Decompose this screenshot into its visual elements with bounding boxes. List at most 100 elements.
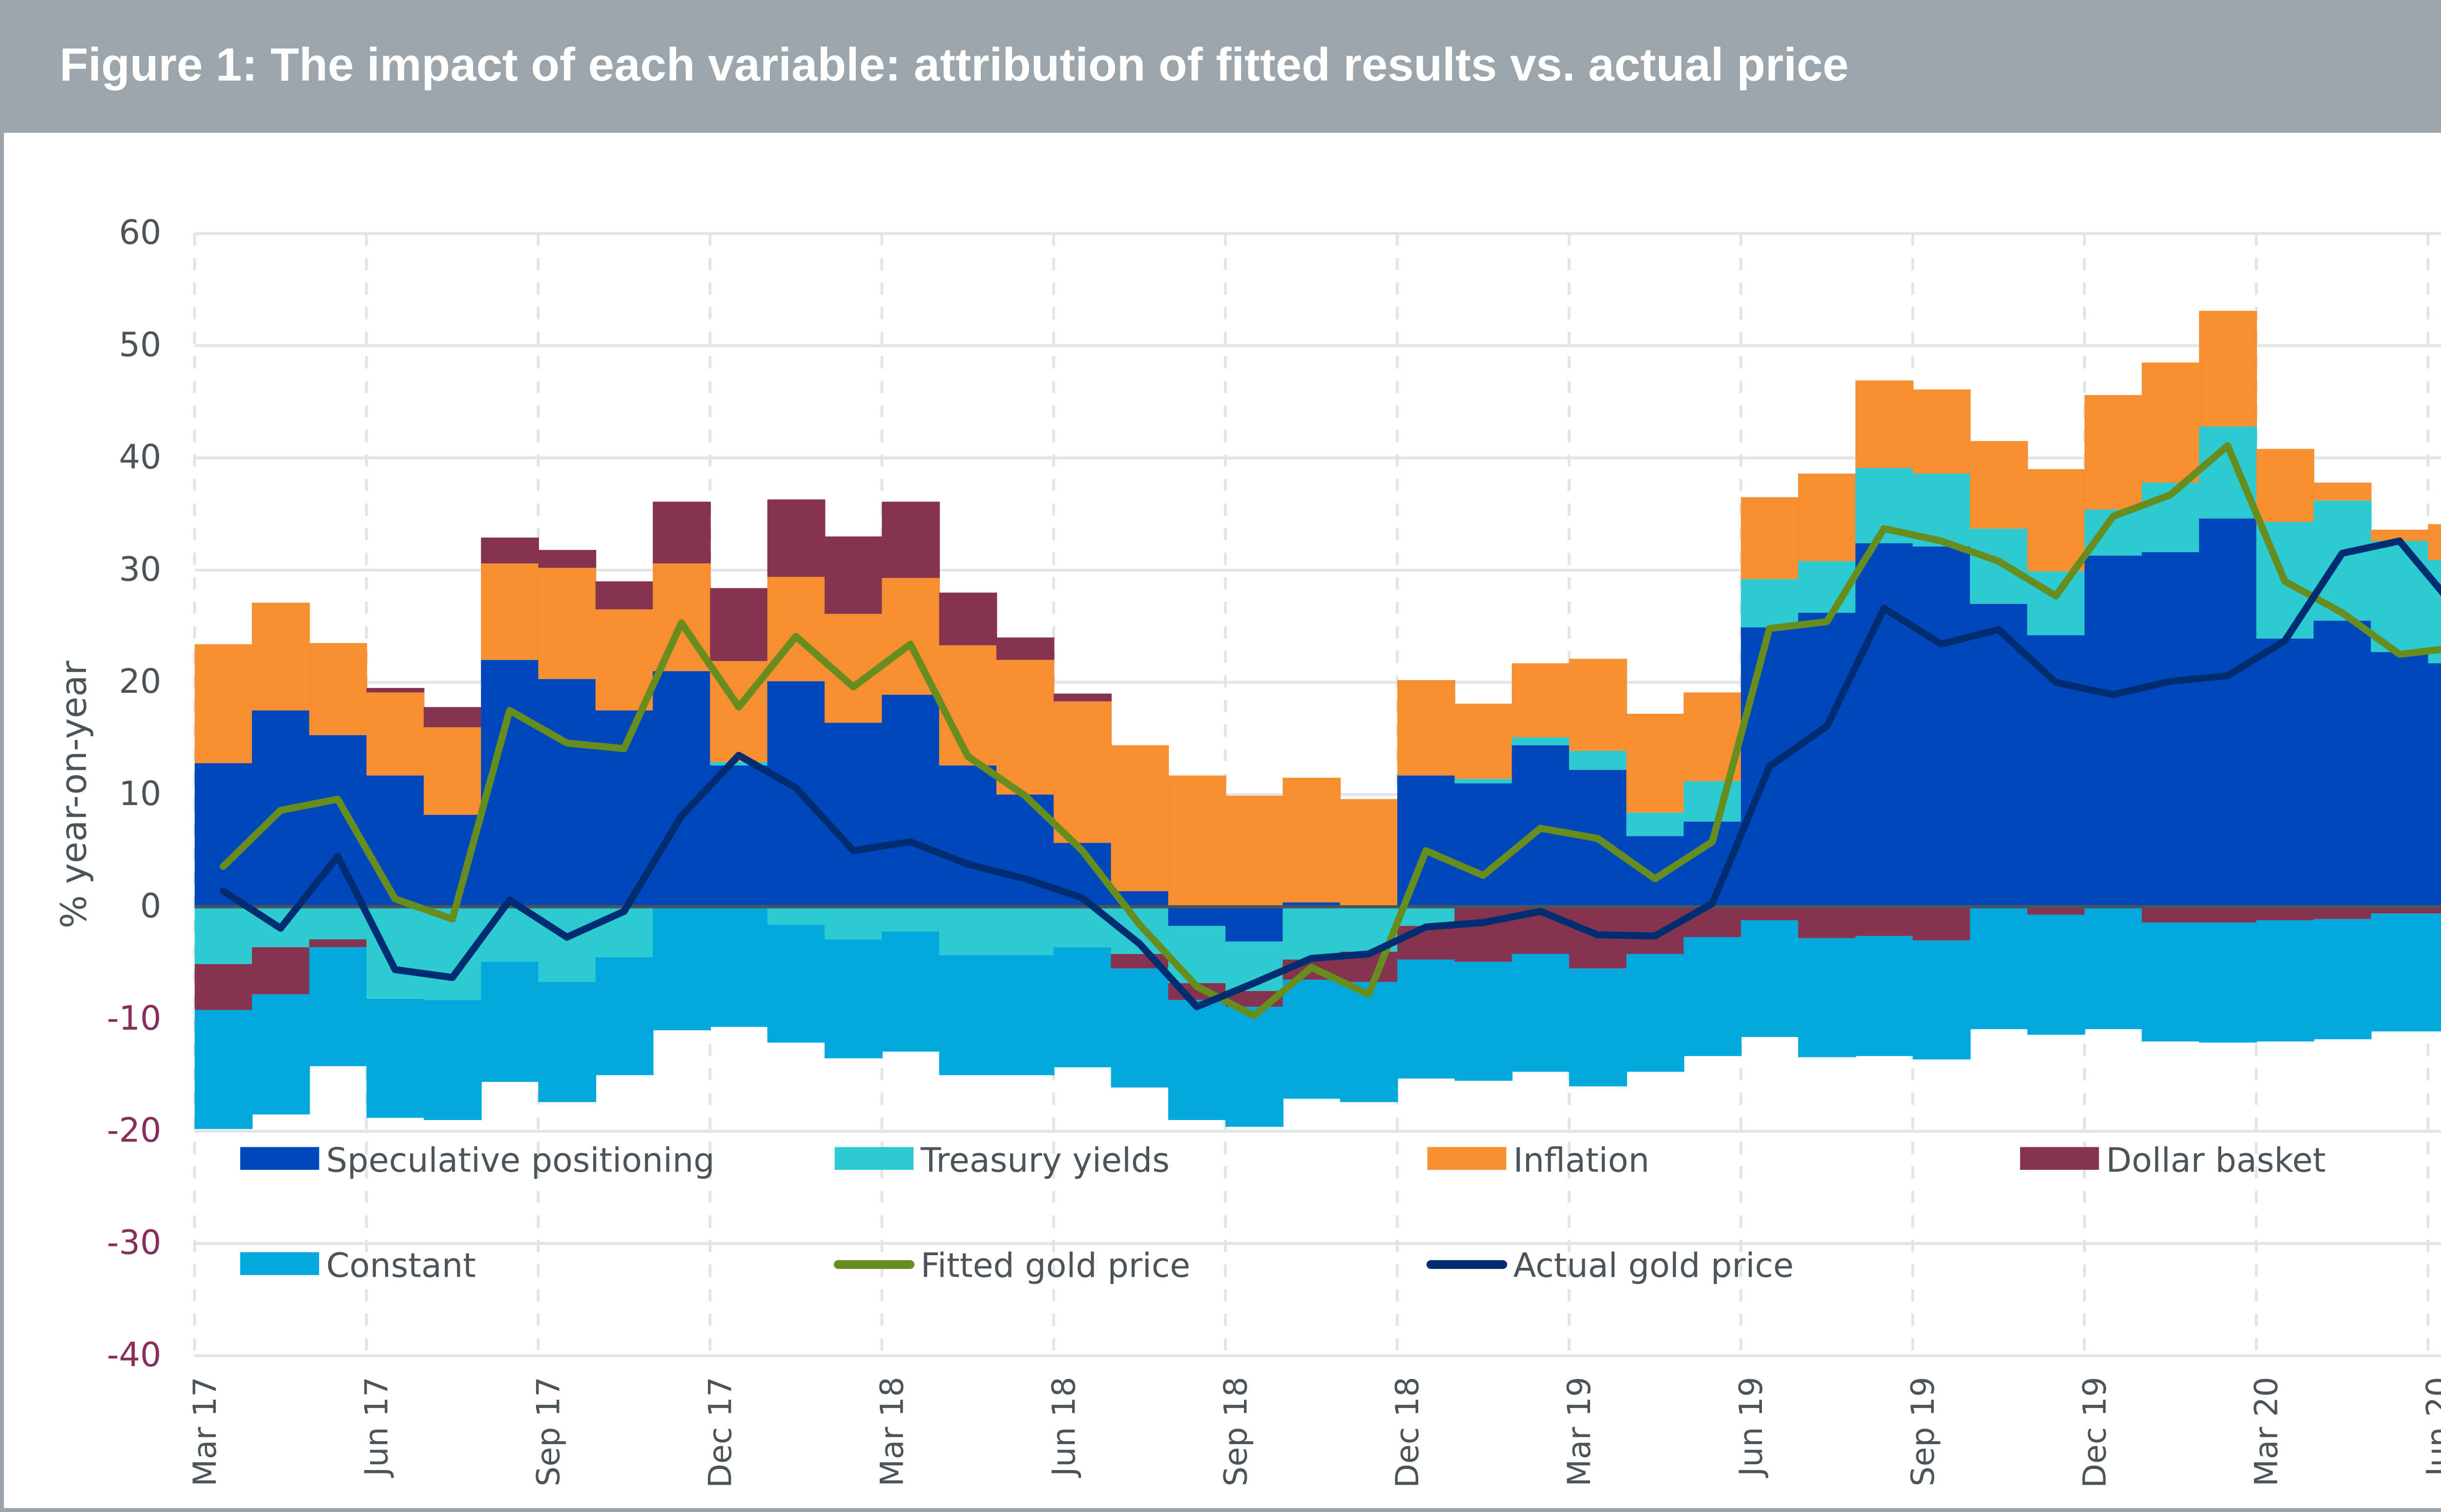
bar-segment-dollar-basket — [2027, 907, 2086, 915]
y-axis-left: 60 50 40 30 20 10 0 -10 -20 -30 -40 — [107, 214, 161, 1375]
x-tick-label: Sep 17 — [531, 1377, 567, 1487]
bar-segment-inflation — [1855, 380, 1914, 468]
bar-segment-constant — [1683, 937, 1742, 1056]
bar-segment-constant — [366, 998, 425, 1118]
bar-segment-inflation — [1569, 659, 1627, 751]
bar-segment-treasury-yields — [1740, 579, 1799, 628]
bars-layer — [194, 311, 2441, 1129]
bar-segment-dollar-basket — [194, 964, 253, 1010]
bar-segment-speculative-positioning — [2027, 635, 2086, 907]
bar-segment-constant — [251, 994, 310, 1115]
bar-segment-constant — [1798, 938, 1856, 1057]
bar-segment-inflation — [595, 609, 654, 711]
bar-segment-constant — [481, 962, 539, 1082]
bar-segment-constant — [1454, 962, 1513, 1081]
legend-item: Treasury yields — [834, 1141, 1170, 1180]
bar-segment-inflation — [2428, 524, 2441, 560]
bar-segment-speculative-positioning — [194, 763, 253, 907]
bar-segment-speculative-positioning — [2371, 652, 2429, 907]
bar-segment-constant — [1168, 1000, 1226, 1120]
bar-segment-constant — [1225, 1006, 1283, 1127]
bar-segment-inflation — [194, 644, 253, 764]
bar-segment-inflation — [538, 568, 597, 679]
bar-segment-dollar-basket — [2428, 907, 2441, 914]
bar-segment-constant — [939, 955, 997, 1076]
bar-segment-speculative-positioning — [653, 671, 711, 907]
y-tick-label-left: 40 — [119, 438, 162, 476]
bar-segment-speculative-positioning — [1798, 613, 1856, 907]
legend-label: Inflation — [1513, 1141, 1650, 1180]
line-fitted-gold-price — [220, 442, 2441, 1019]
bar-segment-dollar-basket — [2313, 907, 2372, 919]
legend-item: Dollar basket — [2020, 1141, 2326, 1180]
legend-label: Speculative positioning — [326, 1141, 715, 1180]
bar-segment-speculative-positioning — [882, 694, 940, 907]
legend-label: Fitted gold price — [921, 1246, 1191, 1285]
bar-segment-treasury-yields — [1683, 781, 1742, 822]
bar-segment-treasury-yields — [767, 907, 826, 925]
bar-segment-treasury-yields — [1511, 737, 1570, 746]
bar-segment-inflation — [1970, 441, 2028, 529]
bar-segment-dollar-basket — [2142, 907, 2200, 923]
bar-segment-inflation — [423, 727, 482, 815]
bar-segment-constant — [2428, 913, 2441, 1032]
bar-segment-dollar-basket — [2371, 907, 2429, 914]
bar-segment-speculative-positioning — [1454, 783, 1513, 907]
legend-item: Constant — [240, 1246, 476, 1285]
bar-segment-treasury-yields — [2371, 540, 2429, 652]
bar-segment-dollar-basket — [423, 707, 482, 727]
bar-segment-dollar-basket — [1855, 907, 1914, 936]
bar-segment-constant — [194, 1010, 253, 1129]
x-tick-label: Dec 19 — [2077, 1377, 2113, 1488]
bar-segment-inflation — [309, 643, 368, 735]
bar-segment-constant — [2084, 907, 2143, 1029]
bar-segment-constant — [2256, 920, 2315, 1042]
figure-title: Figure 1: The impact of each variable: a… — [60, 39, 1849, 91]
bar-segment-dollar-basket — [939, 592, 997, 645]
bar-segment-treasury-yields — [882, 907, 940, 932]
bar-segment-treasury-yields — [1283, 907, 1341, 960]
bar-segment-speculative-positioning — [538, 679, 597, 907]
bar-segment-inflation — [2256, 449, 2315, 522]
bar-segment-dollar-basket — [538, 550, 597, 568]
bar-segment-inflation — [1283, 778, 1341, 903]
bar-segment-constant — [2199, 922, 2257, 1043]
x-tick-label: Jun 19 — [1733, 1377, 1770, 1478]
bar-segment-treasury-yields — [366, 907, 425, 999]
bar-segment-inflation — [2142, 362, 2200, 483]
lines-layer — [220, 442, 2441, 1019]
bar-segment-treasury-yields — [939, 907, 997, 955]
bar-segment-inflation — [1340, 799, 1398, 907]
bar-segment-speculative-positioning — [2313, 621, 2372, 907]
x-tick-label: Jun 17 — [359, 1377, 395, 1478]
bar-segment-inflation — [1454, 704, 1513, 779]
bar-segment-treasury-yields — [309, 907, 368, 940]
bar-segment-dollar-basket — [366, 688, 425, 693]
legend-item: Inflation — [1427, 1141, 1650, 1180]
bar-segment-inflation — [1912, 389, 1971, 474]
bar-segment-constant — [2142, 922, 2200, 1042]
bar-segment-speculative-positioning — [1855, 543, 1914, 907]
y-tick-label-left: 0 — [140, 887, 161, 926]
bar-segment-inflation — [2313, 482, 2372, 501]
bar-segment-speculative-positioning — [2256, 638, 2315, 907]
bar-segment-inflation — [1225, 795, 1283, 907]
bar-segment-constant — [1397, 959, 1455, 1079]
bar-segment-dollar-basket — [2256, 907, 2315, 920]
bar-segment-constant — [2371, 913, 2429, 1032]
bar-segment-constant — [1111, 968, 1169, 1088]
line-actual-gold-price — [220, 537, 2441, 1011]
y-tick-label-left: 30 — [119, 550, 162, 589]
bar-segment-constant — [1855, 936, 1914, 1056]
bar-segment-treasury-yields — [825, 907, 883, 940]
bar-segment-dollar-basket — [1626, 907, 1685, 954]
bar-segment-constant — [423, 1000, 482, 1120]
y-tick-label-left: -20 — [107, 1112, 161, 1150]
bar-segment-constant — [996, 955, 1055, 1076]
bar-segment-inflation — [1397, 680, 1455, 776]
legend-swatch — [240, 1147, 319, 1170]
y-tick-label-left: 20 — [119, 663, 162, 701]
x-tick-label: Mar 20 — [2249, 1377, 2285, 1487]
bar-segment-dollar-basket — [882, 501, 940, 578]
